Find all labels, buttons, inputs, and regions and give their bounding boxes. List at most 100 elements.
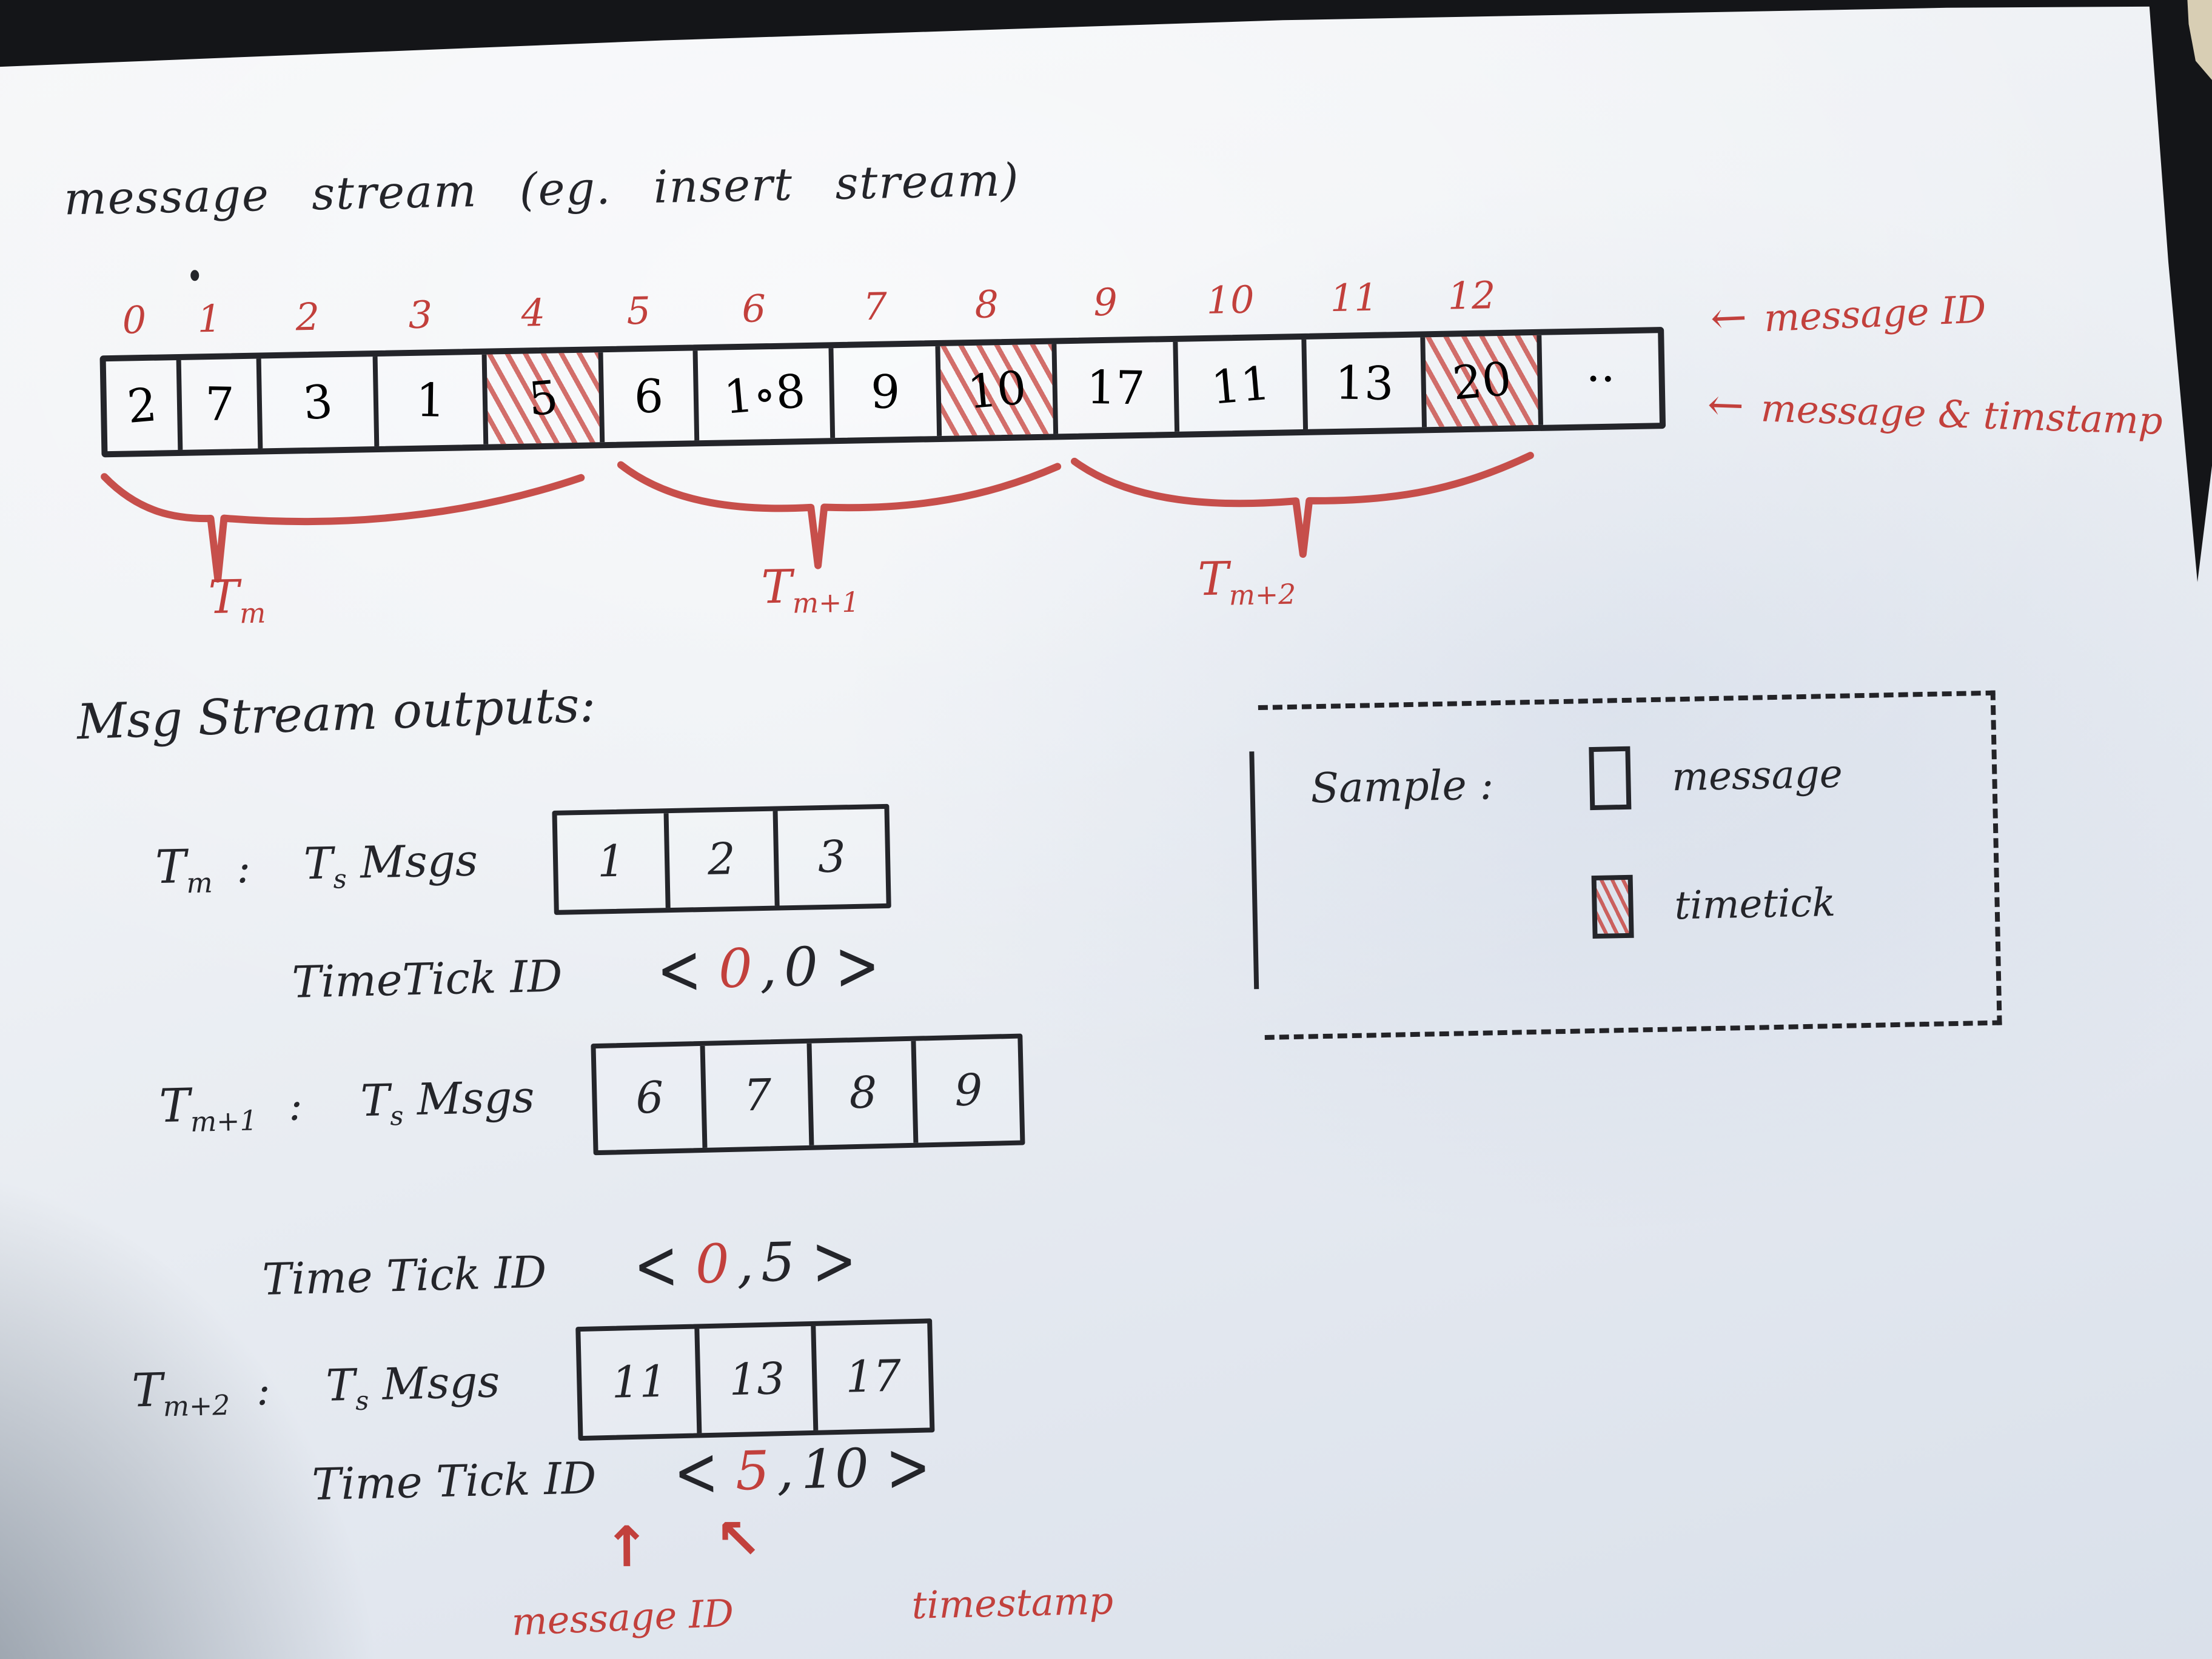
timetick-row-tm2: Time Tick ID < 5 , 10 >	[311, 1427, 941, 1514]
output-msg-cell: 1	[597, 836, 626, 887]
legend-left-border	[1249, 751, 1259, 990]
stream-cell: 11	[1173, 340, 1304, 432]
colon: :	[255, 1367, 271, 1416]
timetick-tuple: < 0 , 0 >	[646, 926, 890, 1011]
output-msg-cell: 9	[911, 1038, 1021, 1143]
stream-cell-timetick: 5	[481, 352, 600, 444]
stream-cell-timetick: 20	[1420, 335, 1538, 427]
stream-cell: 1∘8	[692, 348, 831, 441]
legend-item-label: message	[1671, 750, 1843, 800]
tuple-timestamp: 10	[800, 1438, 870, 1502]
message-id-label: 2	[295, 295, 320, 340]
output-window-label: Tm	[155, 840, 213, 900]
output-row-tm: Tm : Ts Msgs 1 2 3	[155, 803, 891, 923]
output-msg-cell: 13	[695, 1326, 814, 1433]
output-row-tm1: Tm+1 : Ts Msgs 6 7 8 9	[158, 1033, 1026, 1165]
stream-cell: 7	[176, 358, 258, 451]
stream-cells-row: 2 7 3 1 5 6 1∘8 9 10 17 11 13 20 ··	[99, 327, 1666, 458]
left-arrow-icon: ←	[1706, 380, 1745, 432]
message-id-label: 4	[520, 291, 546, 336]
tuple-message-id: 0	[717, 937, 754, 1001]
tuple-message-id: 0	[694, 1233, 731, 1296]
comma: ,	[759, 937, 778, 1000]
close-angle: >	[810, 1221, 858, 1302]
stream-cell: 17	[1051, 341, 1175, 434]
output-row-tm2: Tm+2 : Ts Msgs 11 13 17	[130, 1318, 936, 1451]
stream-cell: 13	[1301, 337, 1423, 429]
ts-msgs-label: Ts Msgs	[303, 836, 478, 896]
output-msg-cell: 6	[635, 1073, 665, 1124]
annotation-message-id: ← message ID	[1709, 288, 1987, 344]
up-left-arrow-icon: ↖	[714, 1506, 762, 1572]
message-id-label: 9	[1093, 281, 1118, 326]
stream-cell-timetick: 10	[935, 344, 1054, 437]
window-label-tm: Tm	[208, 570, 266, 631]
outputs-heading: Msg Stream outputs:	[76, 677, 597, 751]
output-msgs-box: 1 2 3	[552, 803, 891, 915]
output-msg-cell: 3	[773, 808, 886, 906]
annotation-message-timestamp: ← message & timstamp	[1706, 380, 2163, 444]
stream-cell: 3	[256, 357, 375, 449]
stream-cell: 6	[598, 350, 695, 443]
message-id-label: 1	[197, 297, 222, 342]
message-id-label: 0	[122, 298, 147, 343]
ts-msgs-label: Ts Msgs	[325, 1357, 501, 1417]
message-id-label: 6	[741, 287, 766, 332]
close-angle: >	[885, 1427, 932, 1509]
message-id-label: 7	[862, 285, 888, 330]
output-msg-cell: 11	[611, 1356, 668, 1408]
pointer-label-message-id: message ID	[511, 1592, 735, 1645]
stream-cell: 2	[125, 378, 159, 434]
stream-cell-ellipsis: ··	[1537, 333, 1660, 425]
timetick-row-tm: TimeTick ID < 0 , 0 >	[291, 926, 890, 1011]
ink-dot	[190, 270, 199, 281]
output-msg-cell: 8	[807, 1041, 914, 1145]
message-id-label: 8	[974, 283, 999, 327]
comma: ,	[736, 1233, 755, 1295]
timetick-label: Time Tick ID	[311, 1454, 597, 1511]
output-msg-cell: 2	[663, 811, 775, 908]
output-msg-cell: 17	[811, 1323, 931, 1430]
brace-window-m	[101, 473, 585, 583]
message-id-label: 12	[1447, 274, 1496, 319]
output-msg-cell: 7	[700, 1043, 810, 1148]
open-angle: <	[655, 930, 703, 1011]
timetick-row-tm1: Time Tick ID < 0 , 5 >	[261, 1221, 867, 1308]
tuple-timestamp: 5	[760, 1232, 796, 1295]
timetick-tuple: < 0 , 5 >	[623, 1221, 867, 1307]
message-swatch	[1589, 746, 1632, 811]
timetick-tuple: < 5 , 10 >	[663, 1427, 941, 1514]
colon: :	[236, 844, 251, 894]
message-stream-diagram: 0 1 2 3 4 5 6 7 8 9 10 11 12 2 7 3 1 5 6	[87, 270, 1718, 676]
legend-item-timetick: timetick	[1591, 871, 1837, 939]
tuple-timestamp: 0	[783, 936, 819, 999]
legend-item-label: timetick	[1674, 879, 1836, 929]
output-msgs-box: 11 13 17	[576, 1318, 936, 1441]
legend-title: Sample :	[1310, 761, 1495, 814]
timetick-label: Time Tick ID	[261, 1248, 548, 1306]
close-angle: >	[834, 925, 881, 1008]
open-angle: <	[632, 1225, 680, 1307]
ts-msgs-label: Ts Msgs	[360, 1073, 535, 1133]
sample-legend: Sample : message timetick	[1249, 690, 2002, 1040]
pointer-label-timestamp: timestamp	[911, 1580, 1114, 1628]
colon: :	[287, 1082, 303, 1131]
left-arrow-icon: ←	[1709, 293, 1748, 344]
legend-item-message: message	[1589, 742, 1843, 811]
open-angle: <	[672, 1432, 720, 1514]
tuple-message-id: 5	[734, 1440, 771, 1503]
timetick-label: TimeTick ID	[291, 952, 563, 1008]
timetick-swatch	[1591, 874, 1634, 939]
message-id-label: 3	[407, 293, 433, 338]
message-id-label: 5	[626, 289, 651, 334]
page-title: message stream (eg. insert stream)	[63, 153, 1021, 226]
brace-window-m1	[617, 461, 1062, 569]
message-id-label: 10	[1206, 278, 1255, 323]
window-label-tm2: Tm+2	[1197, 552, 1296, 612]
output-window-label: Tm+2	[131, 1363, 230, 1424]
brace-window-m2	[1070, 452, 1534, 558]
output-window-label: Tm+1	[158, 1079, 258, 1139]
window-label-tm1: Tm+1	[760, 560, 860, 620]
